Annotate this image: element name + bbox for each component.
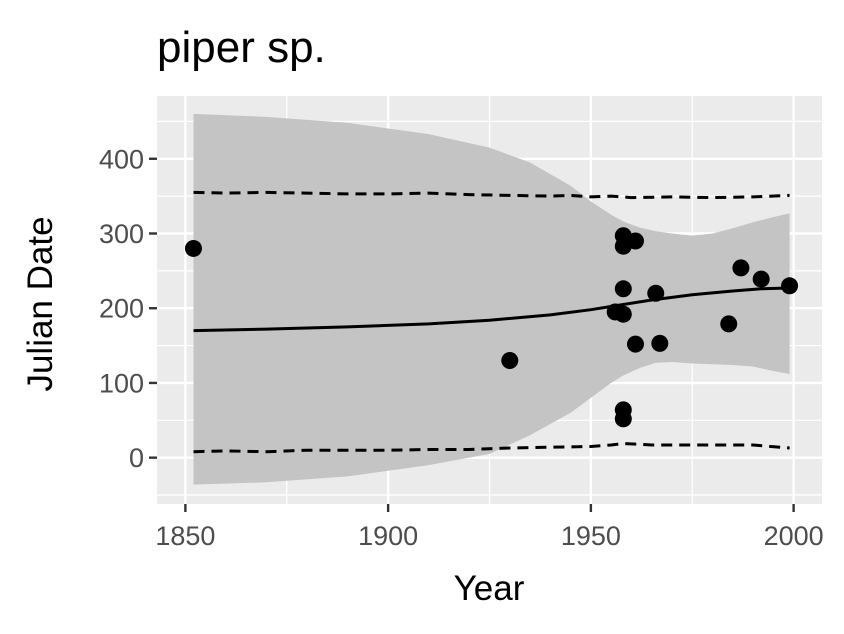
fit-line bbox=[193, 286, 790, 333]
data-point bbox=[184, 239, 202, 257]
y-axis: 0 100 200 300 400 bbox=[99, 144, 157, 473]
x-axis: 1850 1900 1950 2000 bbox=[155, 504, 824, 551]
confidence-ribbon-layer bbox=[193, 113, 790, 485]
data-point bbox=[501, 352, 519, 370]
data-point bbox=[647, 284, 665, 302]
x-tick-label: 1900 bbox=[358, 521, 418, 551]
data-point bbox=[626, 335, 644, 353]
y-tick-label: 400 bbox=[99, 144, 144, 174]
x-axis-title: Year bbox=[454, 569, 525, 608]
x-tick-label: 2000 bbox=[764, 521, 824, 551]
confidence-ribbon bbox=[193, 113, 790, 485]
data-point bbox=[626, 232, 644, 250]
data-point bbox=[651, 334, 669, 352]
points-layer bbox=[184, 227, 799, 428]
fit-line-layer bbox=[193, 286, 790, 333]
x-tick-label: 1850 bbox=[155, 521, 215, 551]
y-axis-title: Julian Date bbox=[21, 216, 60, 391]
y-tick-label: 0 bbox=[129, 443, 144, 473]
data-point bbox=[732, 259, 750, 277]
data-point bbox=[614, 280, 632, 298]
y-tick-label: 200 bbox=[99, 294, 144, 324]
y-tick-label: 300 bbox=[99, 219, 144, 249]
data-point bbox=[614, 410, 632, 428]
data-point bbox=[781, 277, 799, 295]
x-tick-label: 1950 bbox=[561, 521, 621, 551]
chart-title: piper sp. bbox=[157, 23, 326, 72]
y-tick-label: 100 bbox=[99, 368, 144, 398]
data-point bbox=[720, 315, 738, 333]
data-point bbox=[752, 270, 770, 288]
data-point bbox=[614, 305, 632, 323]
